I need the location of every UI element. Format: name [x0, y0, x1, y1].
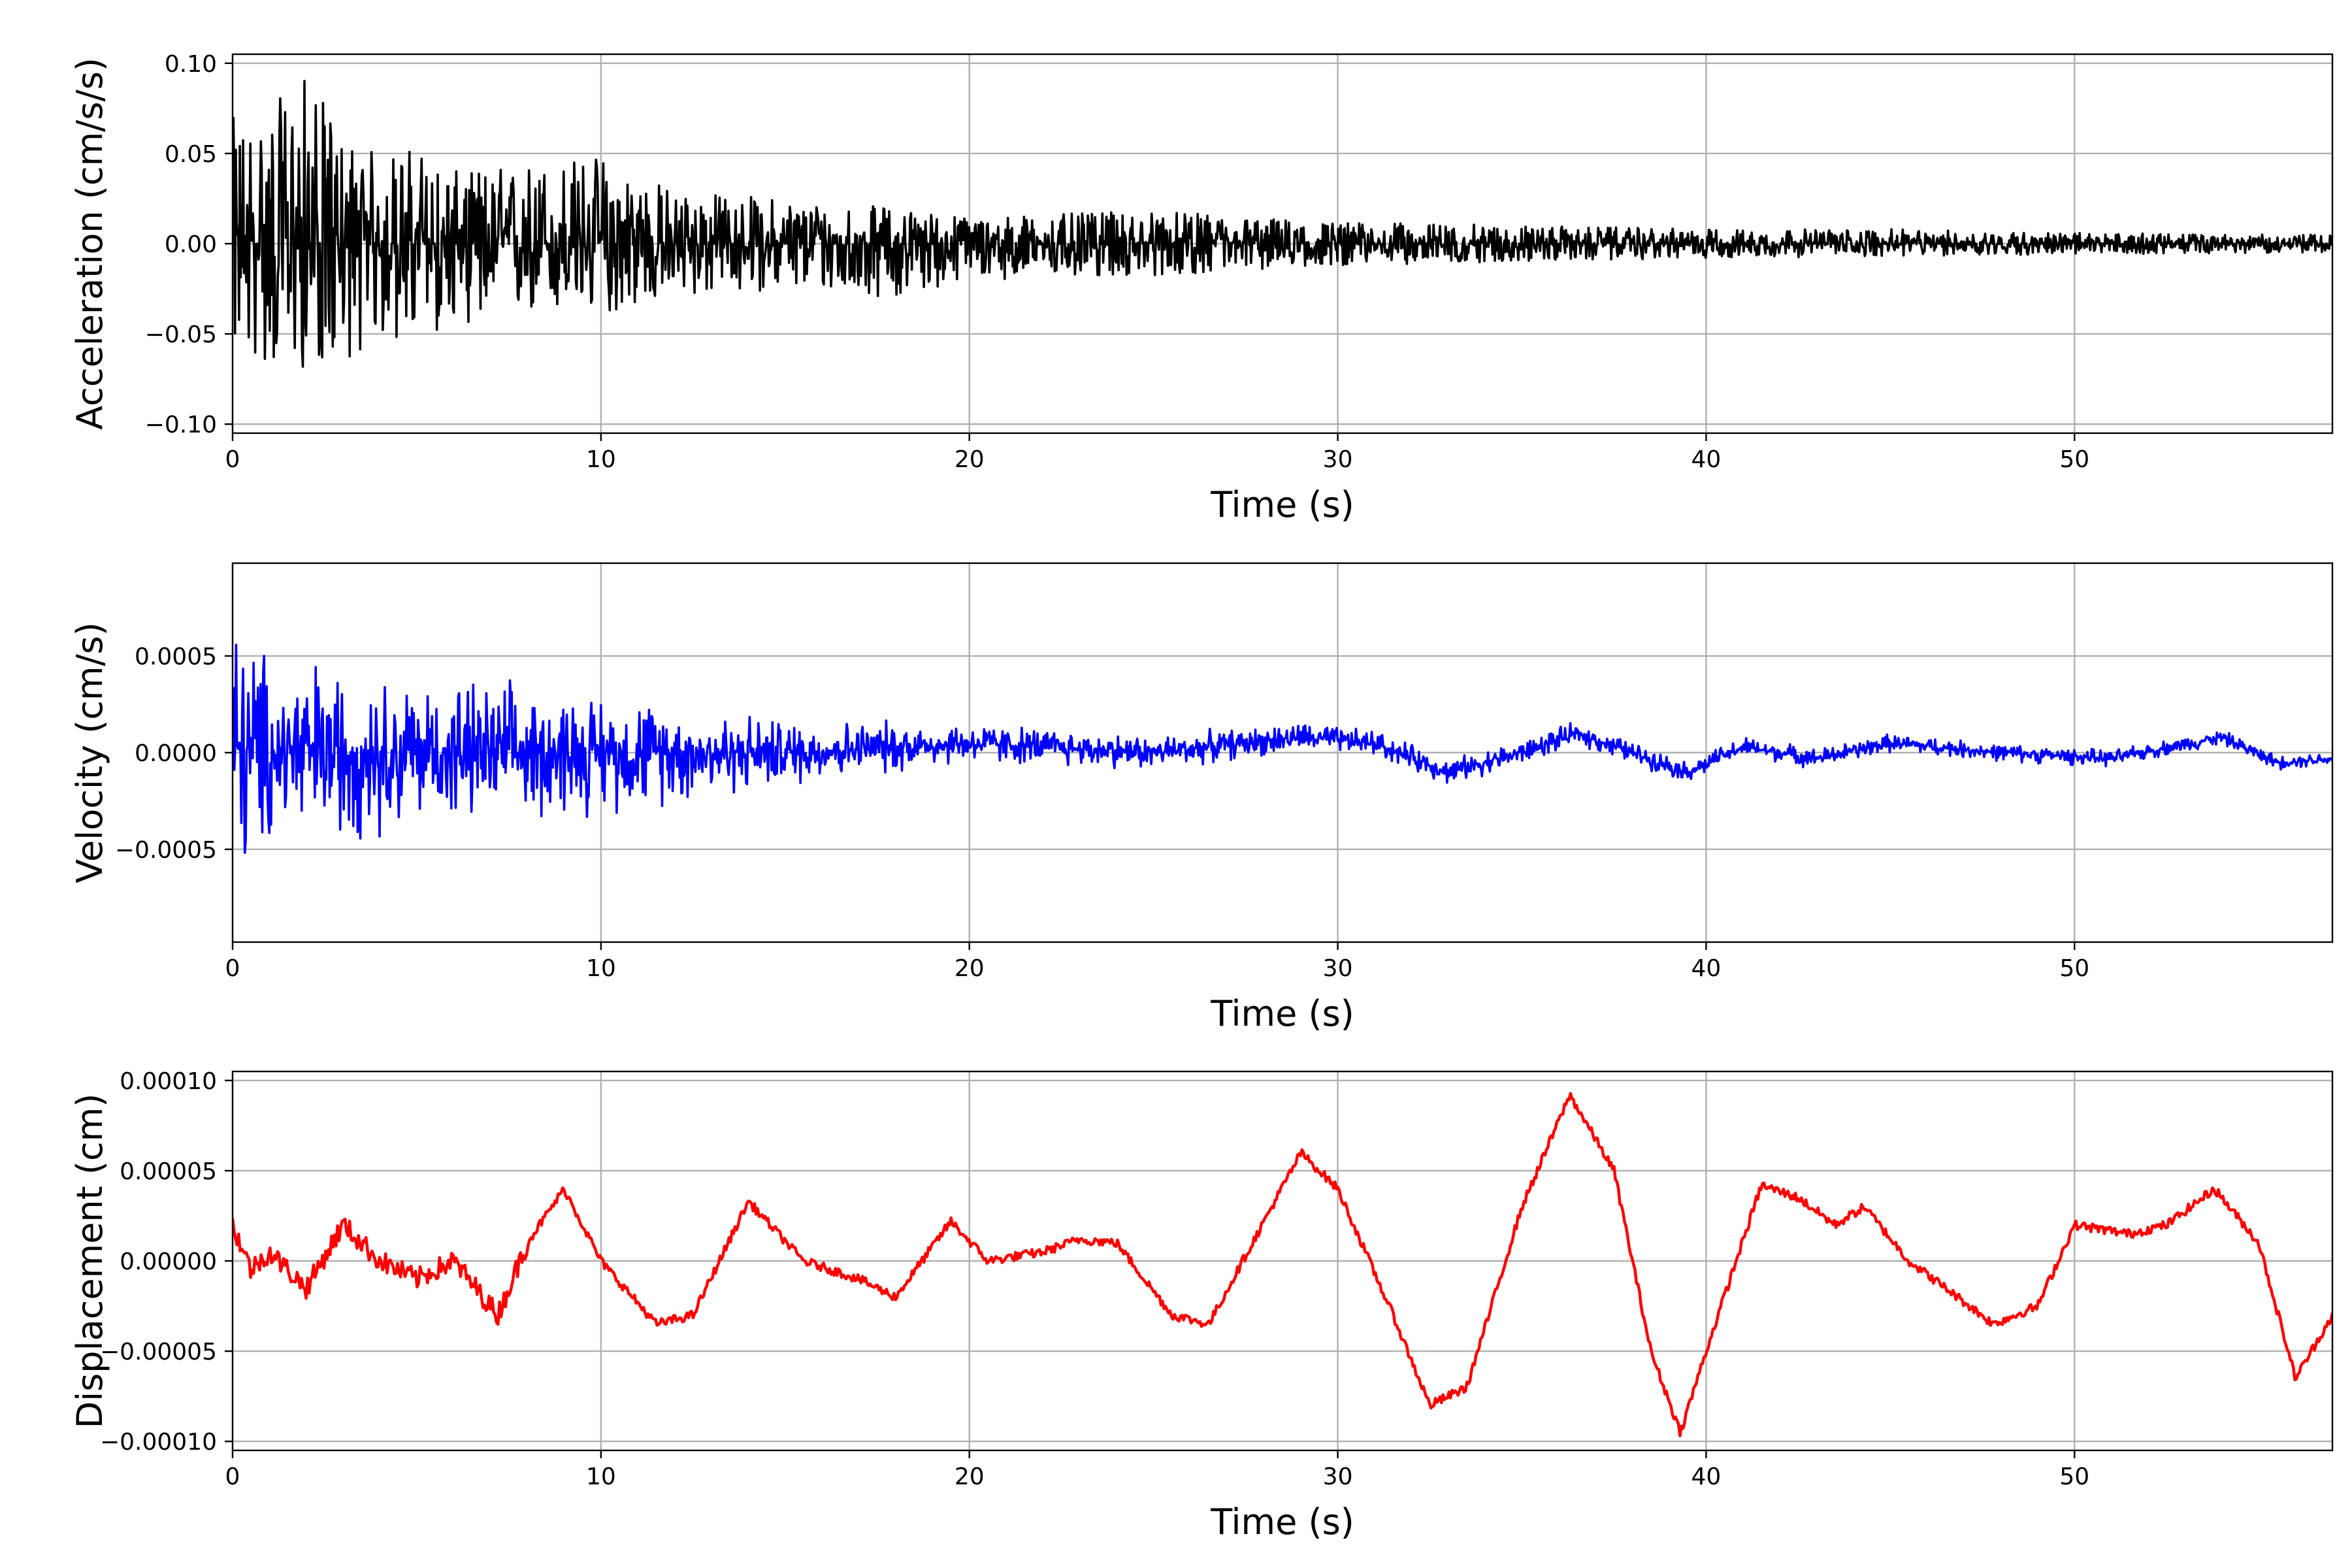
displacement-series-line	[233, 1092, 2332, 1437]
velocity-y-tick-label: 0.0005	[135, 644, 217, 670]
acceleration-y-tick-label: −0.10	[145, 412, 217, 438]
velocity-plot-area	[233, 644, 2332, 854]
displacement-y-tick-label: 0.00005	[120, 1158, 217, 1185]
velocity-y-tick-label: 0.0000	[135, 740, 217, 767]
acceleration-y-tick-label: 0.10	[165, 51, 217, 78]
acceleration-x-tick-label: 0	[225, 446, 240, 473]
acceleration-x-tick-label: 40	[1691, 446, 1722, 473]
displacement-y-tick-label: 0.00010	[120, 1068, 217, 1095]
velocity-x-axis-label: Time (s)	[1210, 993, 1354, 1034]
displacement-y-tick-label: −0.00010	[100, 1429, 217, 1456]
displacement-x-tick-label: 20	[955, 1463, 985, 1490]
displacement-x-ticks: 0 10 20 30 40 50	[225, 1450, 2089, 1490]
velocity-x-tick-label: 50	[2059, 955, 2089, 982]
acceleration-x-ticks: 0 10 20 30 40 50	[225, 433, 2089, 473]
displacement-x-tick-label: 10	[586, 1463, 616, 1490]
velocity-series-line	[233, 644, 2332, 854]
displacement-x-tick-label: 30	[1323, 1463, 1353, 1490]
velocity-x-tick-label: 30	[1323, 955, 1353, 982]
acceleration-y-tick-label: 0.00	[165, 231, 217, 258]
acceleration-series-line	[233, 80, 2332, 368]
displacement-chart: 0 10 20 30 40 50 −0.00010 −0.00005 0.00000 0.000…	[69, 1068, 2334, 1543]
acceleration-y-axis-label: Acceleration (cm/s/s)	[69, 57, 110, 430]
acceleration-x-tick-label: 20	[955, 446, 985, 473]
displacement-plot-area	[233, 1092, 2332, 1437]
displacement-y-tick-label: 0.00000	[120, 1249, 217, 1275]
velocity-x-tick-label: 20	[955, 955, 985, 982]
displacement-x-tick-label: 50	[2059, 1463, 2089, 1490]
acceleration-x-tick-label: 50	[2059, 446, 2089, 473]
displacement-x-tick-label: 40	[1691, 1463, 1722, 1490]
velocity-x-tick-label: 10	[586, 955, 616, 982]
displacement-x-tick-label: 0	[225, 1463, 240, 1490]
acceleration-x-tick-label: 10	[586, 446, 616, 473]
velocity-x-tick-label: 0	[225, 955, 240, 982]
velocity-chart: 0 10 20 30 40 50 −0.0005 0.0000 0.0005 Time (s)…	[69, 562, 2334, 1034]
displacement-y-axis-label: Displacement (cm)	[69, 1094, 110, 1429]
displacement-y-ticks: −0.00010 −0.00005 0.00000 0.00005 0.00010	[100, 1068, 233, 1456]
acceleration-chart: 0 10 20 30 40 50 −0.10 −0.05 0.00 0.05 0.10 Time …	[69, 51, 2334, 525]
displacement-y-tick-label: −0.00005	[100, 1339, 217, 1365]
displacement-x-axis-label: Time (s)	[1210, 1501, 1354, 1543]
displacement-grid	[231, 1071, 2332, 1450]
acceleration-x-axis-label: Time (s)	[1210, 484, 1354, 525]
velocity-x-tick-label: 40	[1691, 955, 1722, 982]
acceleration-x-tick-label: 30	[1323, 446, 1353, 473]
acceleration-plot-area	[233, 80, 2332, 368]
velocity-y-ticks: −0.0005 0.0000 0.0005	[115, 644, 233, 864]
velocity-y-tick-label: −0.0005	[115, 837, 217, 864]
acceleration-y-tick-label: −0.05	[145, 321, 217, 348]
velocity-y-axis-label: Velocity (cm/s)	[69, 622, 110, 883]
velocity-x-ticks: 0 10 20 30 40 50	[225, 942, 2089, 982]
acceleration-y-ticks: −0.10 −0.05 0.00 0.05 0.10	[145, 51, 233, 438]
acceleration-y-tick-label: 0.05	[165, 141, 217, 168]
